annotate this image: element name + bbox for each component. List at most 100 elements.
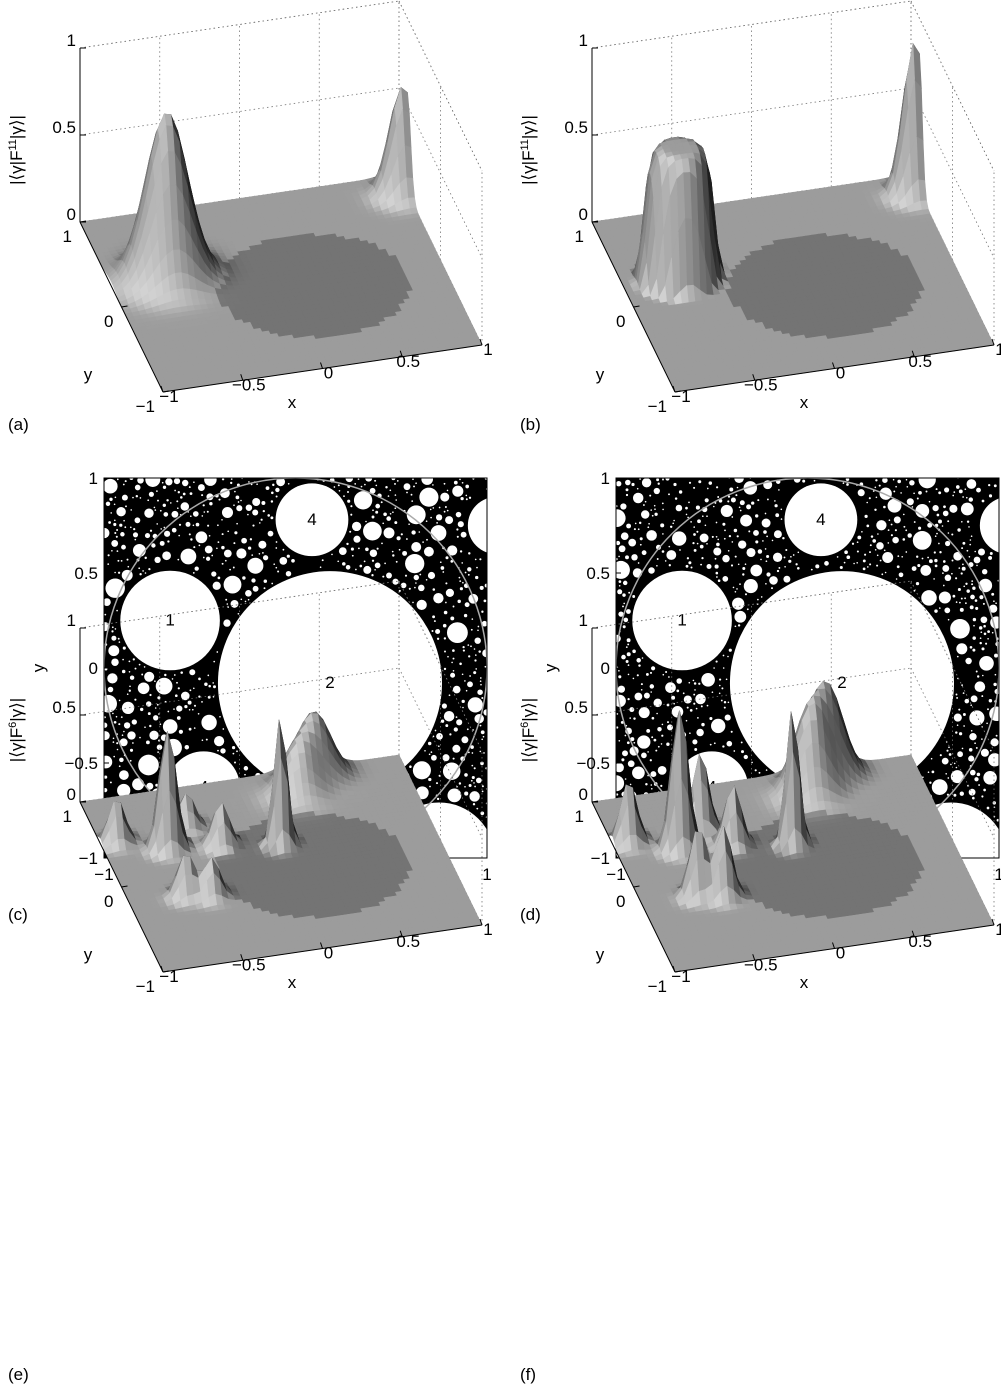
dot [114,721,117,724]
x-tick-label: −1 [159,387,178,406]
dot [162,551,171,560]
dot [473,803,475,805]
dot [163,719,178,734]
y-tick-label: −1 [136,397,155,416]
dot [351,548,354,551]
z-tick-label: 0 [579,205,588,224]
dot [467,681,473,687]
dot [238,613,240,615]
dot [190,538,192,540]
dot [392,551,394,553]
dot [198,695,200,697]
z-label-part: |γ⟩| [519,115,538,139]
z-tick-label: 0.5 [52,118,76,137]
dot [475,668,477,670]
dot [205,546,213,554]
dot [122,670,126,674]
dot [182,480,188,486]
dot [181,549,197,565]
dot [111,630,113,632]
dot [213,582,221,590]
dot [404,483,411,490]
dot [389,489,391,491]
y-tick-label: 0 [616,312,625,331]
dot [109,498,112,501]
dot [424,547,434,557]
dot [271,500,273,502]
dot [431,525,447,541]
dot [445,516,453,524]
dot [167,540,169,542]
dot [468,552,470,554]
dot [117,479,119,481]
dot [392,511,394,513]
dot [156,523,158,525]
dot [144,666,146,668]
dot [457,536,459,538]
dot [467,644,469,646]
dot [251,578,255,582]
dot [136,495,138,497]
dot [252,525,254,527]
dot [111,540,118,547]
dot [397,536,401,540]
dot [196,531,208,543]
dot [433,507,435,509]
dot [139,737,141,739]
dot [445,506,447,508]
surface [592,44,994,392]
dot [275,567,277,569]
dot [122,734,124,736]
dot [417,600,427,610]
dot [121,716,123,718]
dot [211,571,216,576]
dot [466,690,468,692]
dot [192,709,194,711]
dot [202,739,204,741]
dot [383,513,387,517]
x-tick-label: 0.5 [908,352,932,371]
dot [162,482,164,484]
dot [252,509,258,515]
dot [433,593,443,603]
z-tick-label: 1 [67,31,76,50]
dot [174,490,176,492]
dot [203,557,205,559]
dot [217,524,219,526]
dot [401,583,407,589]
dot [171,511,178,518]
dot [147,499,149,501]
dot [116,507,125,516]
dot [202,515,204,517]
z-label-sup: 11 [519,139,531,150]
dot [413,761,431,779]
dot [217,750,219,752]
dot [225,599,227,601]
dot [414,575,419,580]
dot [405,554,424,573]
dot [358,547,360,549]
dot [201,494,203,496]
dot [428,572,435,579]
z-axis-label: |⟨γ|F11|γ⟩| [519,115,538,185]
dot [155,707,157,709]
dot [204,682,207,685]
dot [409,588,411,590]
x-axis-label: x [800,393,809,412]
dot [160,528,162,530]
dot [426,579,428,581]
dot [352,522,361,531]
z-axis-label: |⟨γ|F11|γ⟩| [7,115,26,185]
dot [114,520,116,522]
dot [463,650,465,652]
y-tick-label: 1 [63,227,72,246]
dot [337,560,339,562]
x-tick-label: −0.5 [744,375,778,394]
dot [177,507,179,509]
dot [135,668,137,670]
dot [440,493,449,502]
dot [118,723,120,725]
dot [248,599,250,601]
dot [434,620,436,622]
dot [107,673,117,683]
